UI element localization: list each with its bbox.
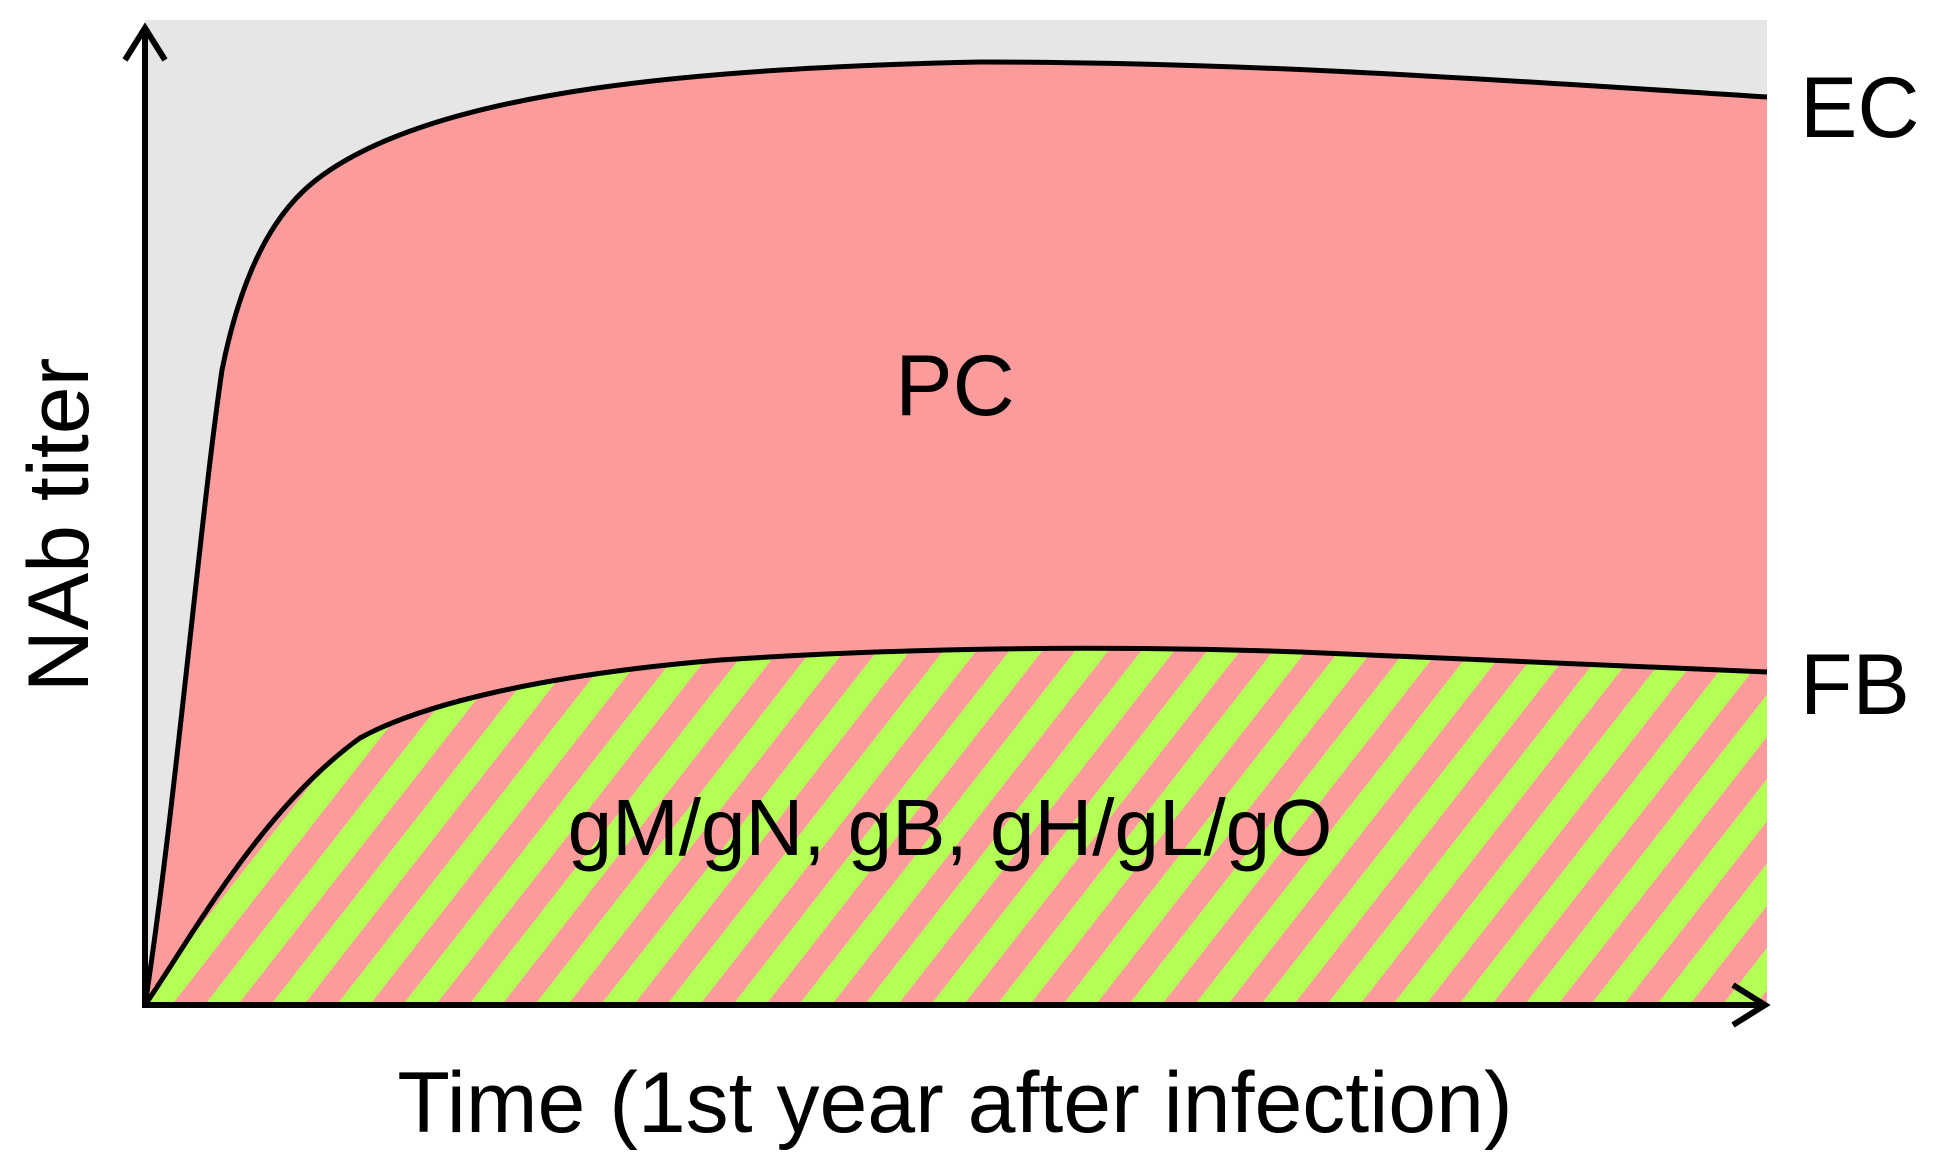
glycoprotein-region-label: gM/gN, gB, gH/gL/gO [568,783,1333,872]
x-axis-label: Time (1st year after infection) [397,1055,1512,1151]
pc-region-label: PC [895,338,1014,434]
fb-curve-line [142,645,1768,1007]
fb-label: FB [1800,637,1910,733]
x-axis-arrowhead [1731,982,1771,1028]
y-axis-arrowhead [122,22,168,62]
glycoprotein-region [145,648,1767,1005]
ec-curve-line [142,59,1768,1006]
ec-label: EC [1800,60,1919,156]
y-axis-label: NAb titer [11,358,107,693]
